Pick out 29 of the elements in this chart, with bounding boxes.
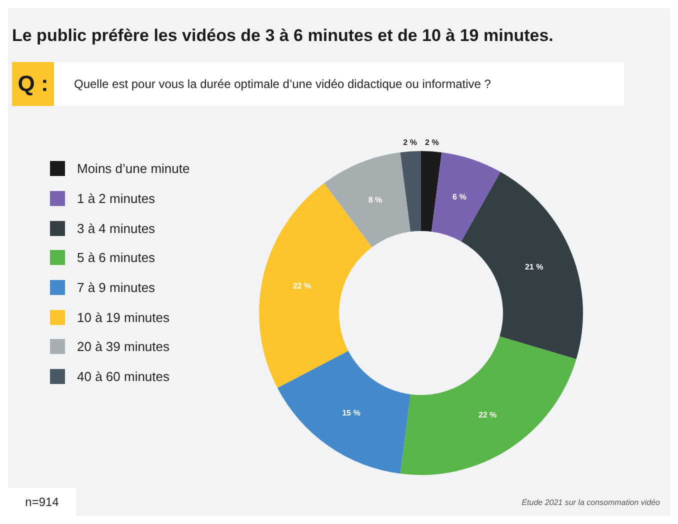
donut-slice (400, 151, 421, 232)
legend-label: 20 à 39 minutes (77, 339, 170, 354)
donut-slice (259, 183, 372, 388)
chart-subtitle: Quelle est pour vous la durée optimale d’une vidéo didactique ou informative ? (54, 62, 624, 106)
donut-slice (461, 172, 583, 360)
legend-label: 3 à 4 minutes (77, 220, 156, 236)
donut-slice (431, 152, 500, 242)
donut-slice (277, 350, 411, 474)
donut-slice (421, 151, 442, 232)
donut-slice (400, 336, 576, 475)
legend-label: 5 à 6 minutes (77, 250, 156, 266)
text: n=914 (8, 488, 76, 516)
data-label: 22 % (292, 281, 312, 290)
text: Q : (12, 62, 54, 106)
chart-title: Le public préfère les vidéos de 3 à 6 minutes et de 10 à 19 minutes. (12, 26, 554, 46)
donut-slice (324, 152, 411, 248)
legend-label: 40 à 60 minutes (77, 369, 170, 384)
data-label: 8 % (368, 195, 382, 204)
legend-label: 1 à 2 minutes (77, 191, 156, 206)
data-label: 21 % (524, 262, 544, 272)
legend-label: 7 à 9 minutes (77, 280, 156, 296)
data-label: 15 % (342, 408, 360, 418)
data-label: 6 % (452, 192, 466, 202)
data-label: 22 % (478, 410, 497, 420)
legend-label: 10 à 19 minutes (77, 310, 170, 325)
data-label: 2 % (403, 138, 417, 147)
legend-label: Moins d’une minute (77, 161, 190, 176)
data-label: 2 % (425, 138, 439, 147)
text: Étude 2021 sur la consommation vidéo (522, 498, 660, 507)
